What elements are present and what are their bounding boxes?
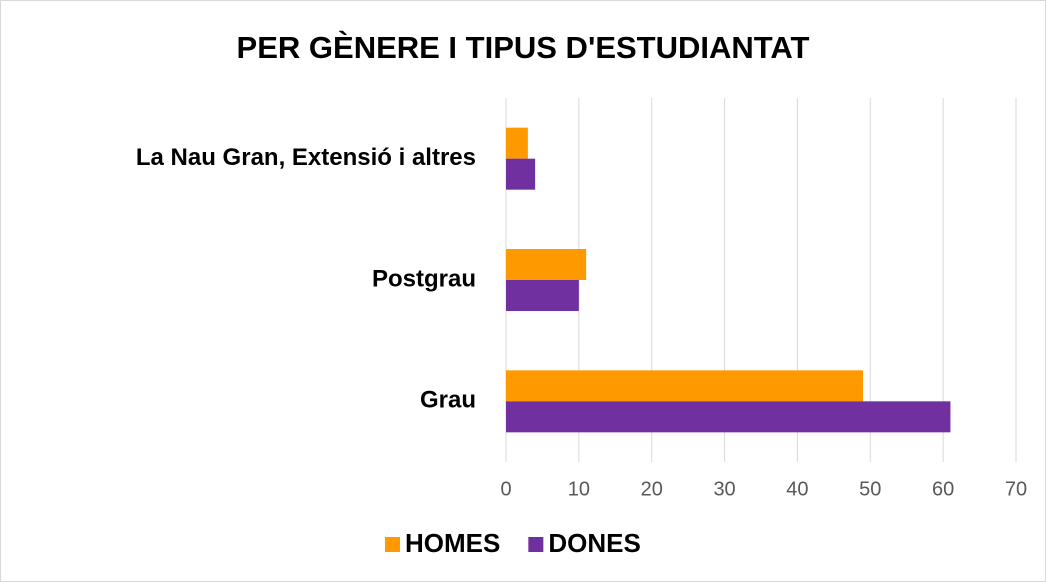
bar <box>506 401 951 433</box>
x-tick-label: 20 <box>641 478 663 500</box>
x-tick-label: 30 <box>713 478 735 500</box>
legend-label: HOMES <box>405 528 500 558</box>
x-tick-label: 60 <box>932 478 954 500</box>
bar <box>506 280 579 311</box>
bar <box>506 249 587 280</box>
y-tick-label: La Nau Gran, Extensió i altres <box>136 144 476 171</box>
chart-title: PER GÈNERE I TIPUS D'ESTUDIANTAT <box>237 30 810 65</box>
x-tick-label: 70 <box>1005 478 1027 500</box>
legend-swatch <box>385 537 400 552</box>
x-tick-label: 10 <box>568 478 590 500</box>
x-tick-label: 0 <box>500 478 511 500</box>
bar <box>506 127 528 159</box>
bar <box>506 370 863 402</box>
x-tick-label: 40 <box>786 478 808 500</box>
y-tick-label: Postgrau <box>372 265 476 292</box>
legend-label: DONES <box>548 528 640 558</box>
y-tick-label: Grau <box>420 387 476 414</box>
bar <box>506 158 536 190</box>
x-tick-label: 50 <box>859 478 881 500</box>
legend-swatch <box>528 537 544 552</box>
